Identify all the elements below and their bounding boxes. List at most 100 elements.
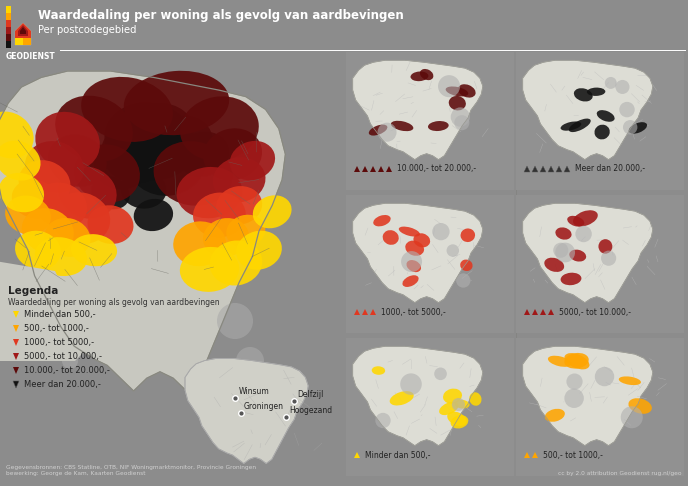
Text: 1000,- tot 5000,-: 1000,- tot 5000,- bbox=[24, 337, 94, 347]
Polygon shape bbox=[354, 452, 360, 458]
Ellipse shape bbox=[599, 239, 612, 254]
Ellipse shape bbox=[19, 160, 70, 206]
Ellipse shape bbox=[564, 353, 589, 368]
Ellipse shape bbox=[35, 112, 100, 171]
Ellipse shape bbox=[428, 121, 449, 131]
Bar bbox=[6, 41, 11, 48]
Circle shape bbox=[401, 251, 422, 272]
Polygon shape bbox=[0, 261, 85, 361]
Ellipse shape bbox=[373, 215, 391, 226]
Polygon shape bbox=[354, 309, 360, 315]
Polygon shape bbox=[370, 166, 376, 172]
Circle shape bbox=[605, 77, 616, 89]
Circle shape bbox=[623, 120, 637, 135]
Bar bbox=[516, 195, 684, 333]
Ellipse shape bbox=[177, 132, 229, 177]
Bar bbox=[6, 35, 11, 41]
Ellipse shape bbox=[92, 176, 129, 209]
Ellipse shape bbox=[619, 376, 641, 385]
Ellipse shape bbox=[173, 221, 226, 266]
Ellipse shape bbox=[55, 96, 133, 161]
Polygon shape bbox=[13, 353, 19, 360]
Ellipse shape bbox=[391, 121, 413, 131]
Bar bbox=[6, 20, 11, 27]
Ellipse shape bbox=[548, 356, 571, 367]
Ellipse shape bbox=[213, 157, 266, 202]
Polygon shape bbox=[18, 25, 28, 36]
Ellipse shape bbox=[628, 398, 652, 414]
Circle shape bbox=[194, 370, 216, 392]
Text: 10.000,- tot 20.000,-: 10.000,- tot 20.000,- bbox=[397, 164, 476, 174]
Text: Waardedaling per woning als gevolg van aardbevingen: Waardedaling per woning als gevolg van a… bbox=[38, 10, 404, 22]
Ellipse shape bbox=[420, 69, 433, 80]
Circle shape bbox=[438, 75, 460, 97]
Polygon shape bbox=[353, 60, 483, 159]
Ellipse shape bbox=[127, 125, 206, 196]
Ellipse shape bbox=[413, 233, 430, 247]
Ellipse shape bbox=[455, 400, 469, 409]
Polygon shape bbox=[23, 38, 31, 45]
Ellipse shape bbox=[180, 247, 239, 292]
Ellipse shape bbox=[12, 179, 58, 219]
Text: cc by 2.0 attribution Geodienst rug.nl/geo: cc by 2.0 attribution Geodienst rug.nl/g… bbox=[559, 471, 682, 476]
Ellipse shape bbox=[124, 71, 229, 135]
Text: 500,- tot 1000,-: 500,- tot 1000,- bbox=[543, 451, 603, 459]
Ellipse shape bbox=[544, 258, 564, 272]
Ellipse shape bbox=[120, 170, 166, 208]
Circle shape bbox=[375, 413, 391, 428]
Ellipse shape bbox=[587, 87, 605, 96]
Ellipse shape bbox=[555, 227, 572, 240]
Circle shape bbox=[452, 398, 465, 411]
Ellipse shape bbox=[25, 141, 84, 193]
Polygon shape bbox=[13, 325, 19, 332]
Ellipse shape bbox=[561, 122, 581, 131]
Bar bbox=[516, 338, 684, 476]
Ellipse shape bbox=[372, 366, 385, 375]
Ellipse shape bbox=[0, 173, 44, 212]
Ellipse shape bbox=[48, 135, 107, 187]
Polygon shape bbox=[353, 203, 483, 303]
Ellipse shape bbox=[369, 124, 387, 136]
Ellipse shape bbox=[439, 402, 458, 415]
Ellipse shape bbox=[569, 250, 586, 261]
Ellipse shape bbox=[460, 228, 475, 242]
Ellipse shape bbox=[469, 392, 482, 406]
Ellipse shape bbox=[81, 77, 173, 142]
Ellipse shape bbox=[561, 273, 581, 285]
Ellipse shape bbox=[545, 409, 565, 422]
Polygon shape bbox=[524, 452, 530, 458]
Polygon shape bbox=[540, 166, 546, 172]
Bar bbox=[516, 52, 684, 190]
Polygon shape bbox=[13, 339, 19, 346]
Ellipse shape bbox=[230, 141, 275, 180]
Circle shape bbox=[619, 102, 635, 117]
Ellipse shape bbox=[389, 391, 413, 405]
Ellipse shape bbox=[216, 186, 262, 225]
Ellipse shape bbox=[564, 353, 590, 369]
Circle shape bbox=[616, 80, 630, 94]
Circle shape bbox=[564, 388, 584, 408]
Text: Winsum: Winsum bbox=[239, 387, 269, 397]
Ellipse shape bbox=[105, 103, 196, 180]
Ellipse shape bbox=[35, 183, 87, 228]
Circle shape bbox=[434, 367, 447, 380]
Polygon shape bbox=[185, 359, 308, 464]
Ellipse shape bbox=[101, 125, 166, 184]
Polygon shape bbox=[386, 166, 392, 172]
Circle shape bbox=[62, 353, 78, 369]
Ellipse shape bbox=[574, 88, 592, 102]
Ellipse shape bbox=[569, 119, 591, 132]
Circle shape bbox=[447, 244, 459, 257]
Text: 5000,- tot 10.000,-: 5000,- tot 10.000,- bbox=[24, 351, 102, 361]
Circle shape bbox=[432, 223, 449, 240]
Ellipse shape bbox=[127, 103, 193, 154]
Polygon shape bbox=[532, 309, 538, 315]
Polygon shape bbox=[20, 27, 26, 34]
Text: Gegevensbronnen: CBS Statline, OTB, NIF Woningmarktmonitor, Provincie Groningen
: Gegevensbronnen: CBS Statline, OTB, NIF … bbox=[6, 465, 256, 476]
Text: Minder dan 500,-: Minder dan 500,- bbox=[365, 451, 431, 459]
Ellipse shape bbox=[596, 110, 614, 122]
Polygon shape bbox=[523, 60, 653, 159]
Polygon shape bbox=[362, 309, 368, 315]
Ellipse shape bbox=[203, 128, 262, 180]
Text: 1000,- tot 5000,-: 1000,- tot 5000,- bbox=[381, 308, 446, 316]
